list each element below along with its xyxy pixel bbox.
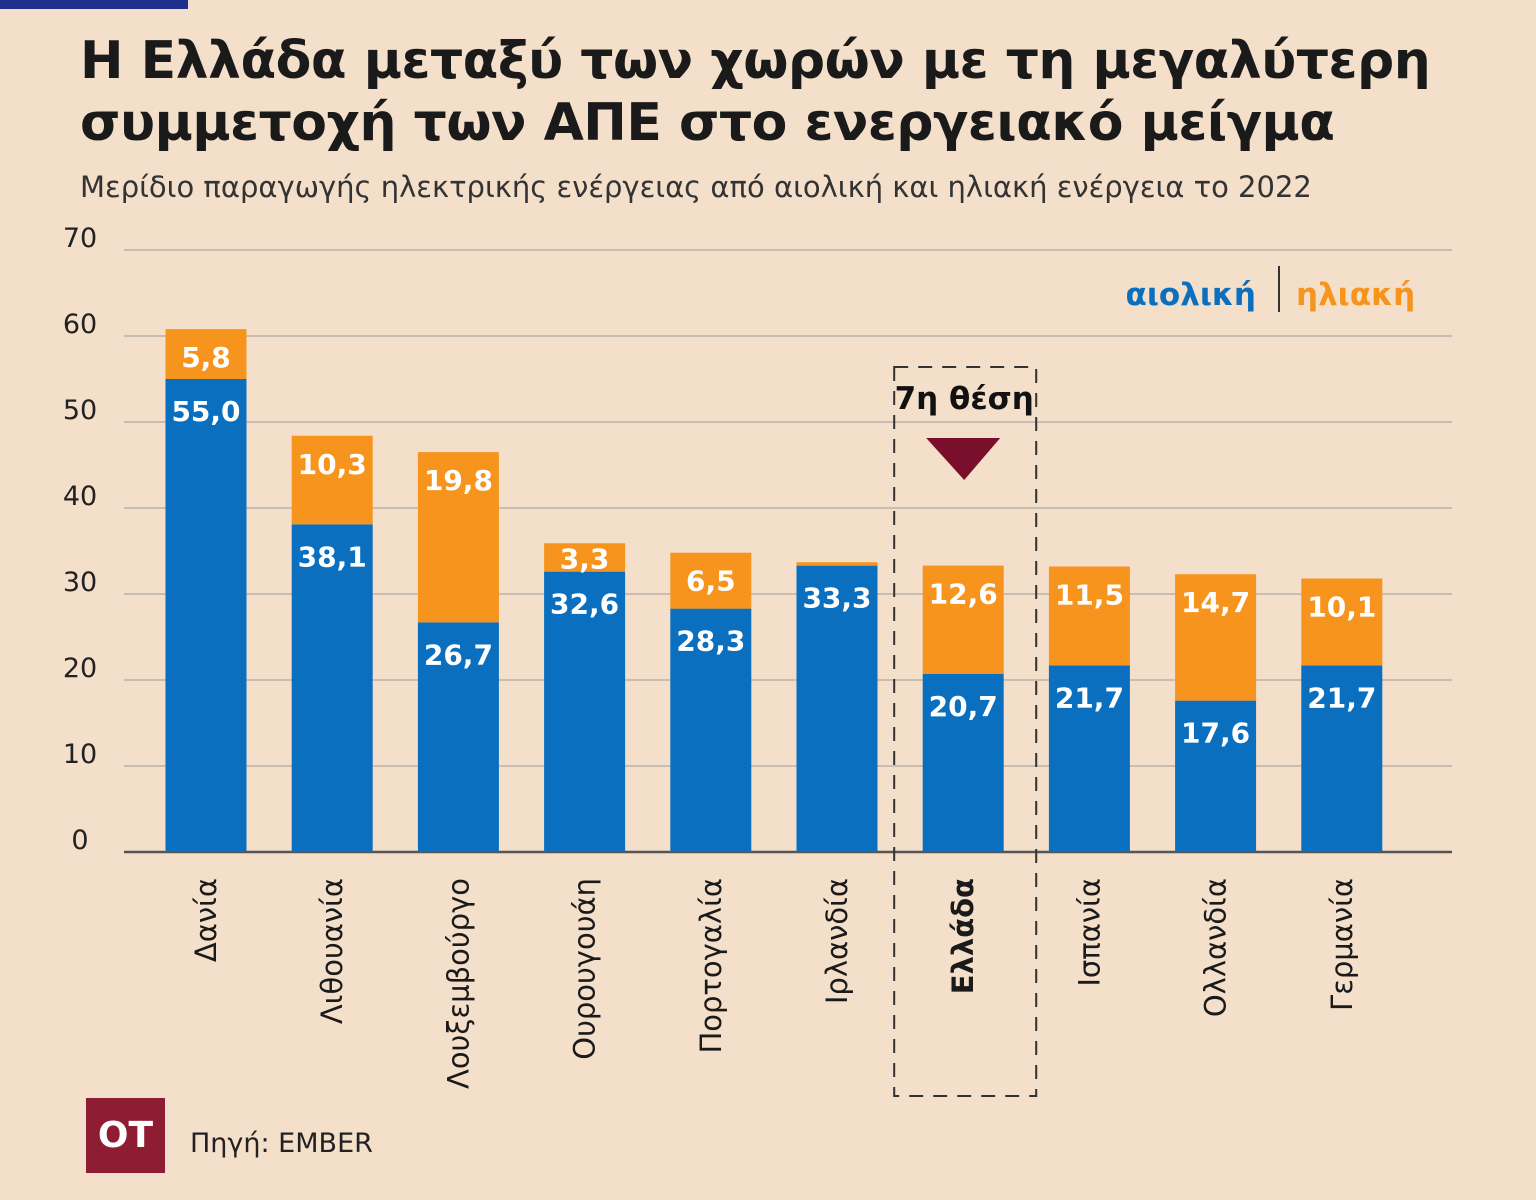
bar-solar: [291, 435, 373, 525]
solar-value-label: 19,8: [424, 464, 493, 497]
x-category-label: Ισπανία: [1072, 878, 1106, 987]
bar-wind: [1301, 665, 1383, 852]
bar-solar: [796, 562, 878, 566]
x-category-label: Ελλάδα: [946, 878, 980, 994]
y-tick-label: 30: [63, 567, 97, 598]
top-accent-rule: [0, 0, 188, 9]
x-category-label: Γερμανία: [1325, 878, 1359, 1011]
x-category-label: Δανία: [189, 878, 223, 962]
wind-value-label: 33,3: [802, 582, 871, 615]
bar-solar: [670, 552, 752, 609]
wind-value-label: 26,7: [424, 638, 493, 671]
wind-value-label: 55,0: [171, 395, 240, 428]
bar-solar: [417, 452, 499, 623]
wind-value-label: 32,6: [550, 588, 619, 621]
bar-wind: [544, 571, 626, 852]
solar-value-label: 5,8: [181, 341, 231, 374]
legend-solar: ηλιακή: [1296, 277, 1415, 313]
highlight-marker-icon: [926, 438, 1001, 480]
solar-value-label: 3,3: [560, 542, 610, 575]
bar-wind: [670, 608, 752, 852]
wind-value-label: 20,7: [929, 690, 998, 723]
wind-value-label: 21,7: [1055, 681, 1124, 714]
bar-solar: [1175, 574, 1257, 701]
bar-solar: [922, 565, 1004, 674]
bar-solar: [1301, 578, 1383, 666]
bar-solar: [544, 543, 626, 572]
solar-value-label: 14,7: [1181, 586, 1250, 619]
highlight-label-bg: [898, 375, 1033, 417]
solar-value-label: 10,3: [298, 448, 367, 481]
y-tick-label: 40: [63, 481, 97, 512]
legend-wind: αιολική: [1126, 277, 1256, 313]
y-tick-label: 50: [63, 395, 97, 426]
solar-value-label: 12,6: [929, 578, 998, 611]
bar-wind: [165, 379, 247, 852]
highlight-box: [893, 366, 1038, 1097]
y-tick-label: 10: [63, 739, 97, 770]
solar-value-label: 11,5: [1055, 578, 1124, 611]
bar-solar: [1048, 566, 1130, 666]
bar-wind: [417, 622, 499, 852]
x-category-label: Ιρλανδία: [820, 878, 854, 1004]
publisher-logo: OT: [86, 1098, 165, 1173]
y-tick-label: 70: [63, 223, 97, 254]
bar-wind: [796, 565, 878, 852]
solar-value-label: 10,1: [1307, 591, 1376, 624]
y-tick-label: 60: [63, 309, 97, 340]
bar-wind: [291, 524, 373, 852]
x-category-label: Ολλανδία: [1199, 878, 1233, 1017]
solar-value-label: 6,5: [686, 565, 736, 598]
x-category-label: Λουξεμβούργο: [441, 878, 475, 1089]
bar-wind: [1175, 700, 1257, 852]
wind-value-label: 21,7: [1307, 681, 1376, 714]
chart-subtitle: Μερίδιο παραγωγής ηλεκτρικής ενέργειας α…: [80, 170, 1312, 204]
x-category-label: Ουρουγουάη: [568, 878, 602, 1060]
y-tick-label: 0: [71, 825, 88, 856]
y-tick-label: 20: [63, 653, 97, 684]
wind-value-label: 17,6: [1181, 717, 1250, 750]
bar-wind: [922, 673, 1004, 852]
bar-solar: [165, 329, 247, 379]
x-category-label: Λιθουανία: [315, 878, 349, 1024]
wind-value-label: 38,1: [298, 540, 367, 573]
bar-wind: [1048, 665, 1130, 852]
highlight-label: 7η θέση: [895, 381, 1034, 417]
source-note: Πηγή: EMBER: [190, 1128, 373, 1159]
x-category-label: Πορτογαλία: [694, 878, 728, 1054]
chart-title: Η Ελλάδα μεταξύ των χωρών με τη μεγαλύτε…: [80, 31, 1431, 153]
wind-value-label: 28,3: [676, 625, 745, 658]
